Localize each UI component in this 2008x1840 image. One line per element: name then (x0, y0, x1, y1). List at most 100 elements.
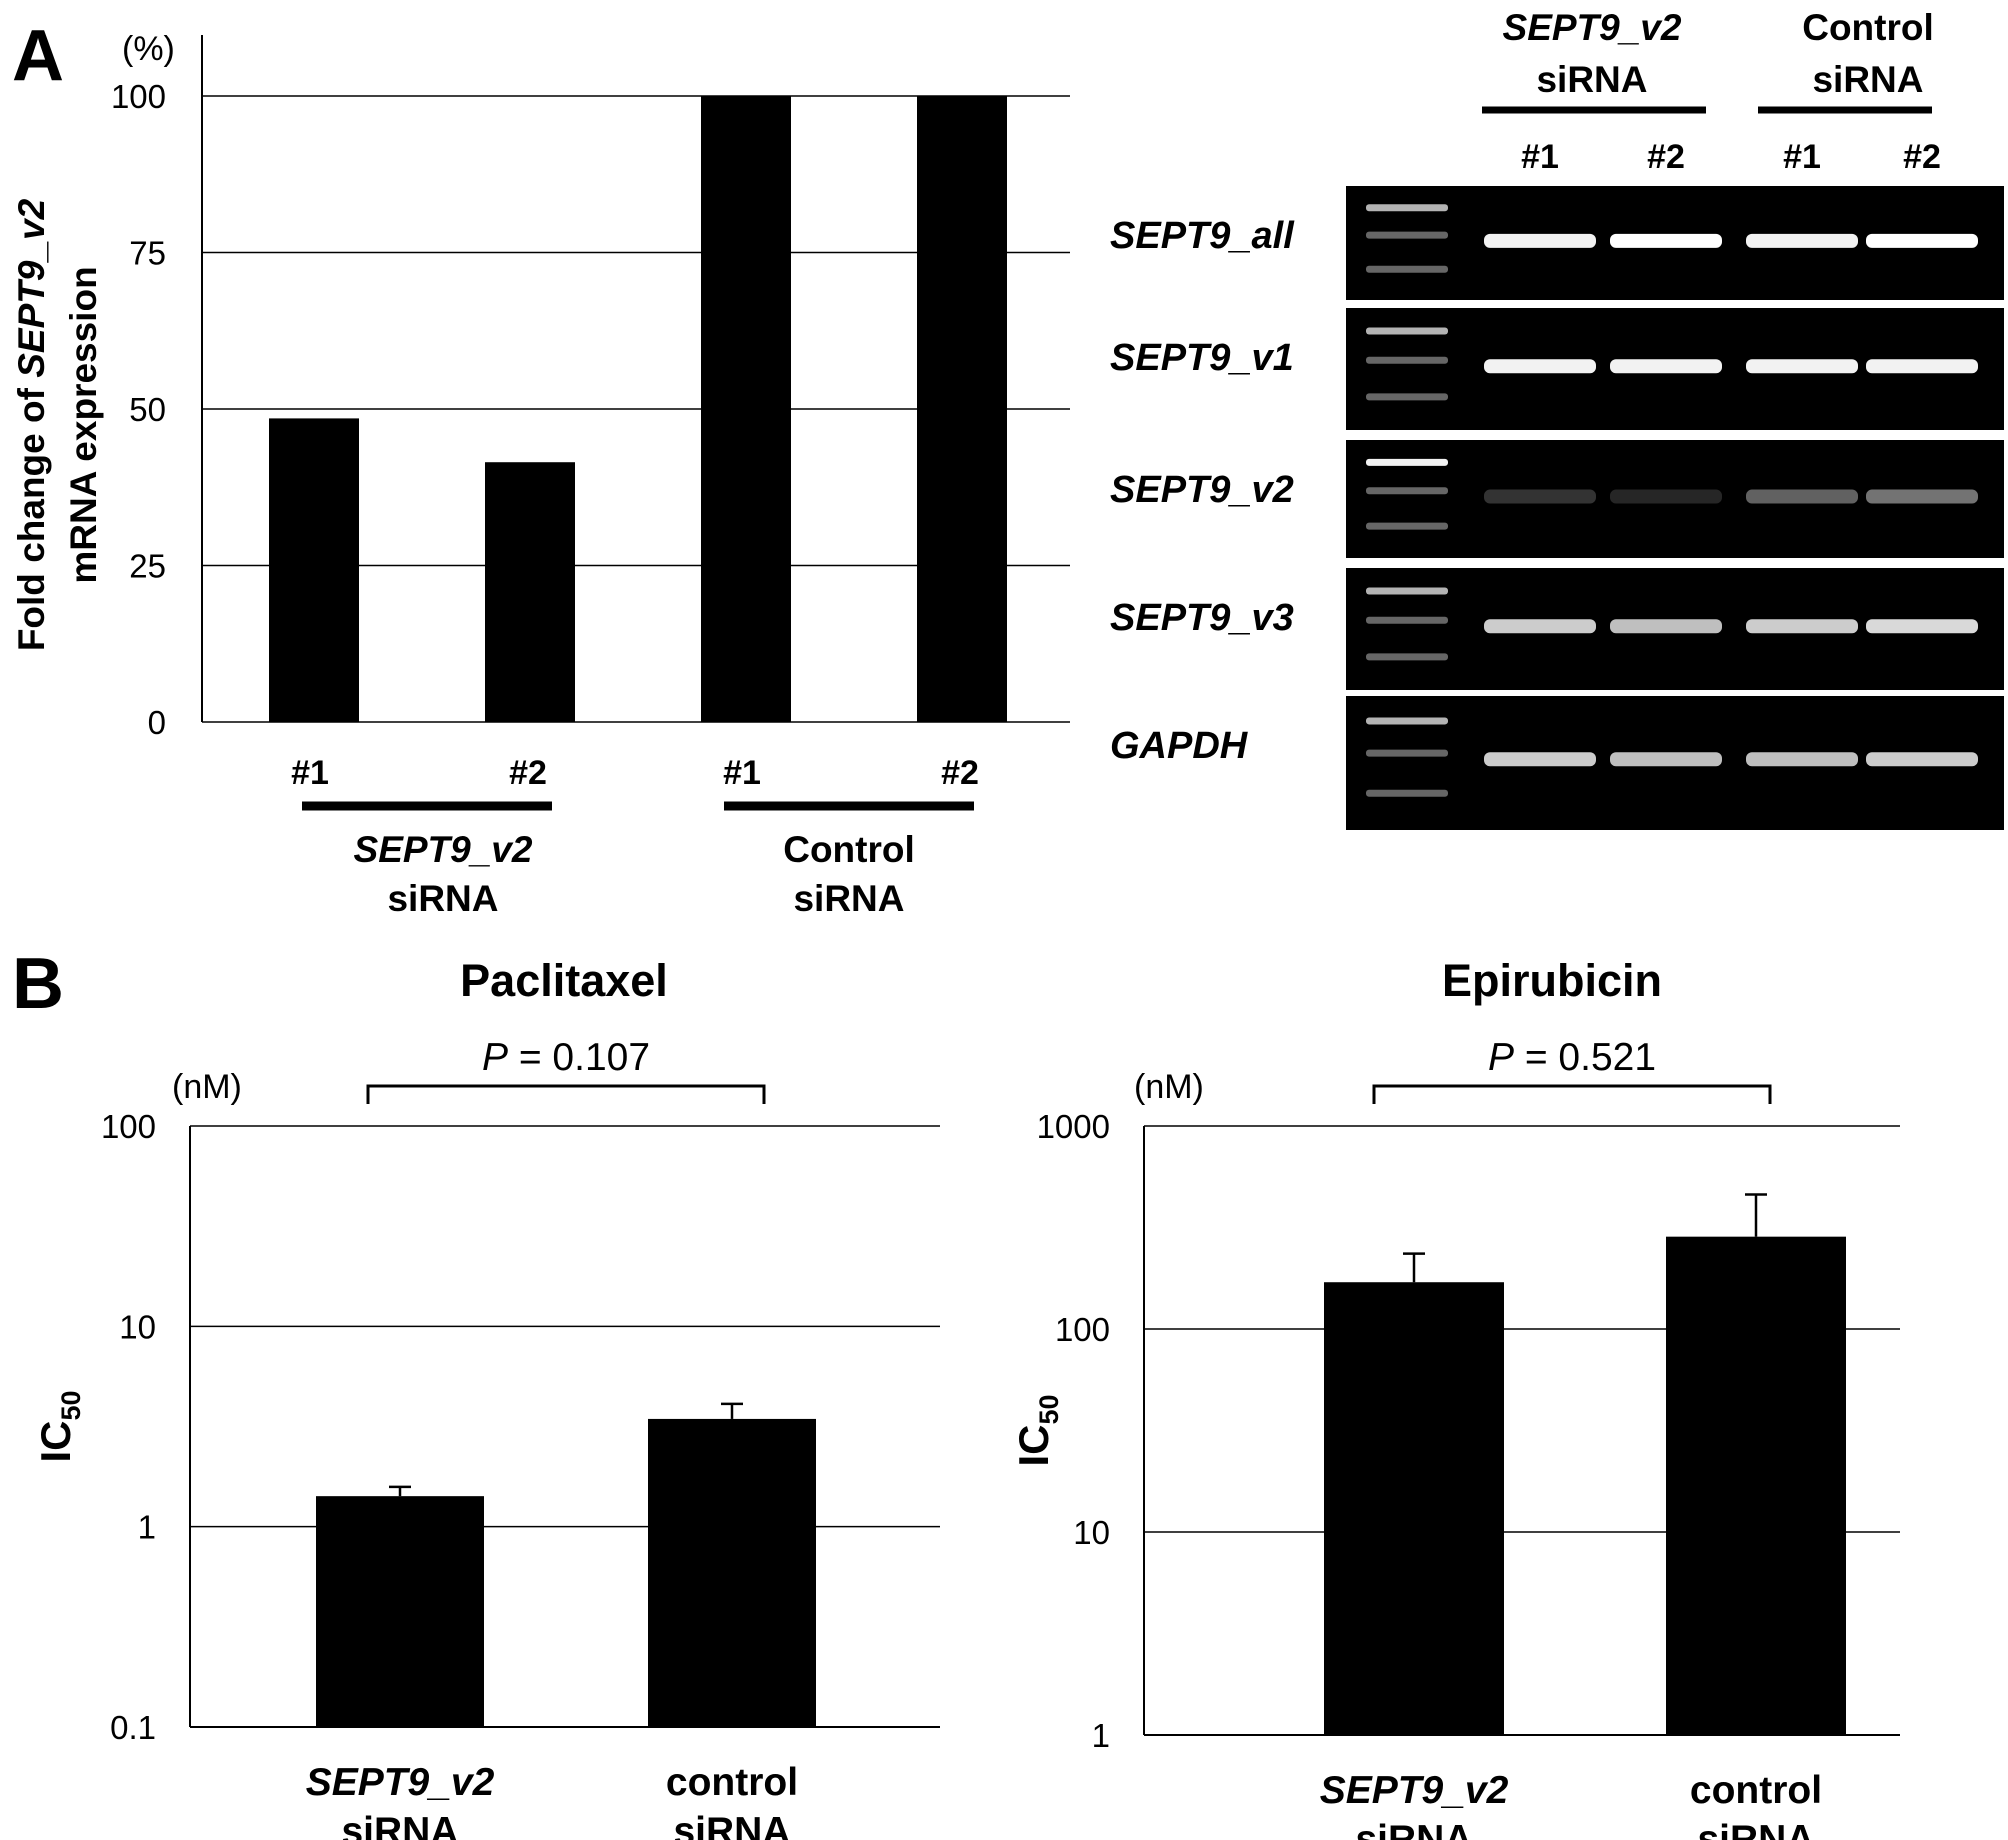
paclitaxel-x-label-line1: SEPT9_v2 (306, 1761, 495, 1804)
panel-a-y-tick-label: 75 (129, 235, 166, 272)
gel-ladder-band (1366, 393, 1448, 401)
gel-band (1746, 619, 1858, 634)
epirubicin-y-tick-label: 1000 (1037, 1108, 1110, 1145)
gel-ladder-band (1366, 522, 1448, 530)
gel-row-label: SEPT9_all (1110, 215, 1295, 257)
gel-band (1866, 619, 1978, 634)
panel-a-x-tick-label: #1 (723, 754, 761, 792)
gel-row-label: GAPDH (1110, 725, 1249, 767)
epirubicin-bar (1324, 1282, 1504, 1735)
paclitaxel-chart: Paclitaxel 0.1 1 10 100 (nM) IC50 SEPT9_v2 siRNA… (32, 955, 940, 1840)
panel-a-group-label-line1: Control (783, 829, 915, 870)
gel-lane-label: #2 (1903, 138, 1941, 176)
gel-band (1610, 233, 1722, 248)
paclitaxel-bar (648, 1418, 816, 1727)
panel-a-bars (269, 96, 1007, 722)
epirubicin-x-label-line2: siRNA (1697, 1818, 1814, 1840)
gel-ladder-band (1366, 789, 1448, 797)
gel-row: SEPT9_v1 (1110, 308, 2004, 430)
gel-band (1746, 359, 1858, 374)
paclitaxel-x-label-line2: siRNA (341, 1810, 458, 1840)
panel-a-group-label-line2: siRNA (387, 878, 498, 919)
paclitaxel-y-tick-label: 10 (119, 1308, 156, 1345)
gel-band (1610, 619, 1722, 634)
epirubicin-y-tick-label: 1 (1092, 1717, 1110, 1754)
gel-group-label-line2: siRNA (1812, 59, 1923, 100)
gel-ladder-band (1366, 458, 1448, 466)
gel-band (1610, 489, 1722, 504)
paclitaxel-x-label-line1: control (666, 1761, 798, 1804)
panel-a-bar (269, 418, 359, 722)
gel-band (1866, 489, 1978, 504)
paclitaxel-y-tick-label: 0.1 (110, 1709, 156, 1746)
gel-ladder-band (1366, 327, 1448, 335)
gel-row: GAPDH (1110, 696, 2004, 830)
gel-group-label-line1: Control (1802, 7, 1934, 48)
panel-label-a: A (12, 16, 64, 96)
paclitaxel-x-label-line2: siRNA (673, 1810, 790, 1840)
gel-row-label: SEPT9_v2 (1110, 469, 1294, 511)
gel-ladder-band (1366, 204, 1448, 212)
gel-ladder-band (1366, 717, 1448, 725)
gel-rows: SEPT9_all SEPT9_v1 SEPT9_v2 SEPT9_v3 GAPDH (1110, 186, 2004, 830)
gel-row: SEPT9_v3 (1110, 568, 2004, 690)
gel-band (1866, 752, 1978, 767)
paclitaxel-significance-bracket (366, 1084, 766, 1104)
paclitaxel-title: Paclitaxel (460, 955, 668, 1006)
gel-band (1484, 752, 1596, 767)
panel-a-group-label-line1: SEPT9_v2 (354, 829, 533, 870)
paclitaxel-unit: (nM) (172, 1068, 242, 1106)
panel-a-y-tick-label: 0 (148, 704, 166, 741)
panel-a-bar (701, 96, 791, 722)
gel-band (1484, 489, 1596, 504)
gel-electrophoresis: SEPT9_v2 siRNA Control siRNA #1 #2 #1 #2 SEPT9_… (1110, 7, 2004, 830)
panel-a-x-labels: #1 #2 #1 #2 (291, 754, 979, 792)
epirubicin-p-value: P = 0.521 (1488, 1036, 1656, 1079)
paclitaxel-y-tick-label: 100 (101, 1108, 156, 1145)
paclitaxel-y-axis-label: IC50 (32, 1390, 86, 1462)
gel-band (1610, 752, 1722, 767)
gel-band (1746, 752, 1858, 767)
gel-band (1866, 359, 1978, 374)
panel-a-y-tick-label: 25 (129, 548, 166, 585)
gel-ladder-band (1366, 653, 1448, 661)
gel-band (1610, 359, 1722, 374)
gel-row-label: SEPT9_v3 (1110, 597, 1294, 639)
epirubicin-x-label-line1: control (1690, 1769, 1822, 1812)
panel-a-bar (917, 96, 1007, 722)
panel-a-x-tick-label: #1 (291, 754, 329, 792)
gel-band (1746, 233, 1858, 248)
epirubicin-y-tick-label: 10 (1073, 1514, 1110, 1551)
epirubicin-chart: Epirubicin 1 10 100 1000 (nM) IC50 SEPT9_v2 siRN… (1010, 955, 1900, 1840)
epirubicin-y-axis-label: IC50 (1010, 1394, 1064, 1466)
gel-ladder-band (1366, 231, 1448, 239)
gel-group-label-line1: SEPT9_v2 (1503, 7, 1682, 48)
gel-ladder-band (1366, 587, 1448, 595)
panel-a-y-axis-label-line2: mRNA expression (63, 266, 104, 583)
panel-a-y-axis-label-line1: Fold change of SEPT9_v2 (11, 198, 52, 651)
panel-a-unit: (%) (122, 30, 175, 68)
panel-a-bar (485, 462, 575, 722)
gel-band (1866, 233, 1978, 248)
gel-lane-label: #1 (1783, 138, 1821, 176)
paclitaxel-bar (316, 1496, 484, 1727)
epirubicin-x-label-line1: SEPT9_v2 (1320, 1769, 1509, 1812)
panel-a-x-tick-label: #2 (509, 754, 547, 792)
gel-ladder-band (1366, 749, 1448, 757)
gel-lane-label: #2 (1647, 138, 1685, 176)
paclitaxel-y-tick-label: 1 (138, 1509, 156, 1546)
gel-band (1746, 489, 1858, 504)
panel-a-bar-chart: 0 25 50 75 100 (%) Fold change of SEPT9_v2 m… (11, 30, 1070, 919)
panel-a-y-ticks: 0 25 50 75 100 (111, 78, 166, 741)
gel-row-label: SEPT9_v1 (1110, 337, 1294, 379)
gel-ladder-band (1366, 356, 1448, 364)
panel-a-y-tick-label: 100 (111, 78, 166, 115)
epirubicin-x-label-line2: siRNA (1355, 1818, 1472, 1840)
gel-lane-label: #1 (1521, 138, 1559, 176)
epirubicin-y-tick-label: 100 (1055, 1311, 1110, 1348)
panel-label-b: B (12, 944, 64, 1024)
gel-band (1484, 359, 1596, 374)
gel-ladder-band (1366, 265, 1448, 273)
epirubicin-title: Epirubicin (1442, 955, 1662, 1006)
